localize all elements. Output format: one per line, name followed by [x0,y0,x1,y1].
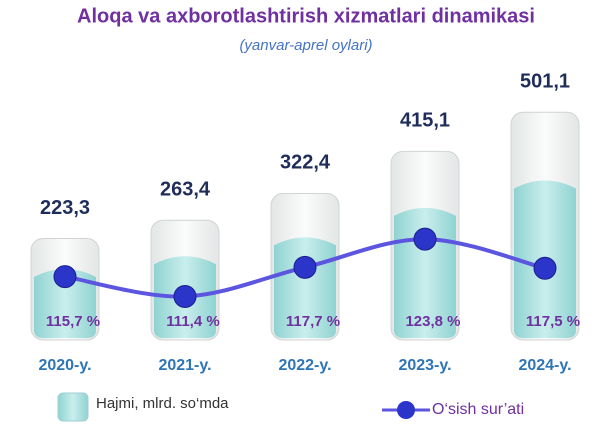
x-tick-label: 2021-y. [158,357,211,374]
legend-dot [397,401,415,419]
growth-dot [173,284,197,308]
growth-label: 117,5 % [526,313,580,330]
growth-label: 117,7 % [286,313,340,330]
x-tick-label: 2022-y. [278,357,331,374]
legend-swatch [57,392,89,422]
bar-value-label: 322,4 [280,152,331,174]
growth-label: 115,7 % [46,313,100,330]
x-tick-label: 2023-y. [398,357,451,374]
chart-title: Aloqa va axborotlashtirish xizmatlari di… [77,5,535,27]
growth-dot [293,255,317,279]
growth-dot [533,256,557,280]
bar-value-label: 501,1 [520,71,570,93]
bar-value-label: 223,3 [40,197,90,219]
growth-dot [413,227,437,251]
bar-value-label: 263,4 [160,179,211,201]
x-tick-label: 2024-y. [518,357,571,374]
x-tick-label: 2020-y. [38,357,91,374]
growth-dot [53,265,77,289]
growth-label: 123,8 % [405,313,460,330]
growth-label: 111,4 % [166,313,219,330]
legend-label: O‘sish sur’ati [432,401,524,418]
legend-label: Hajmi, mlrd. so‘mda [96,395,229,412]
bar-fill [34,268,96,338]
chart-subtitle: (yanvar-aprel oylari) [239,37,372,54]
bar-value-label: 415,1 [400,110,450,132]
